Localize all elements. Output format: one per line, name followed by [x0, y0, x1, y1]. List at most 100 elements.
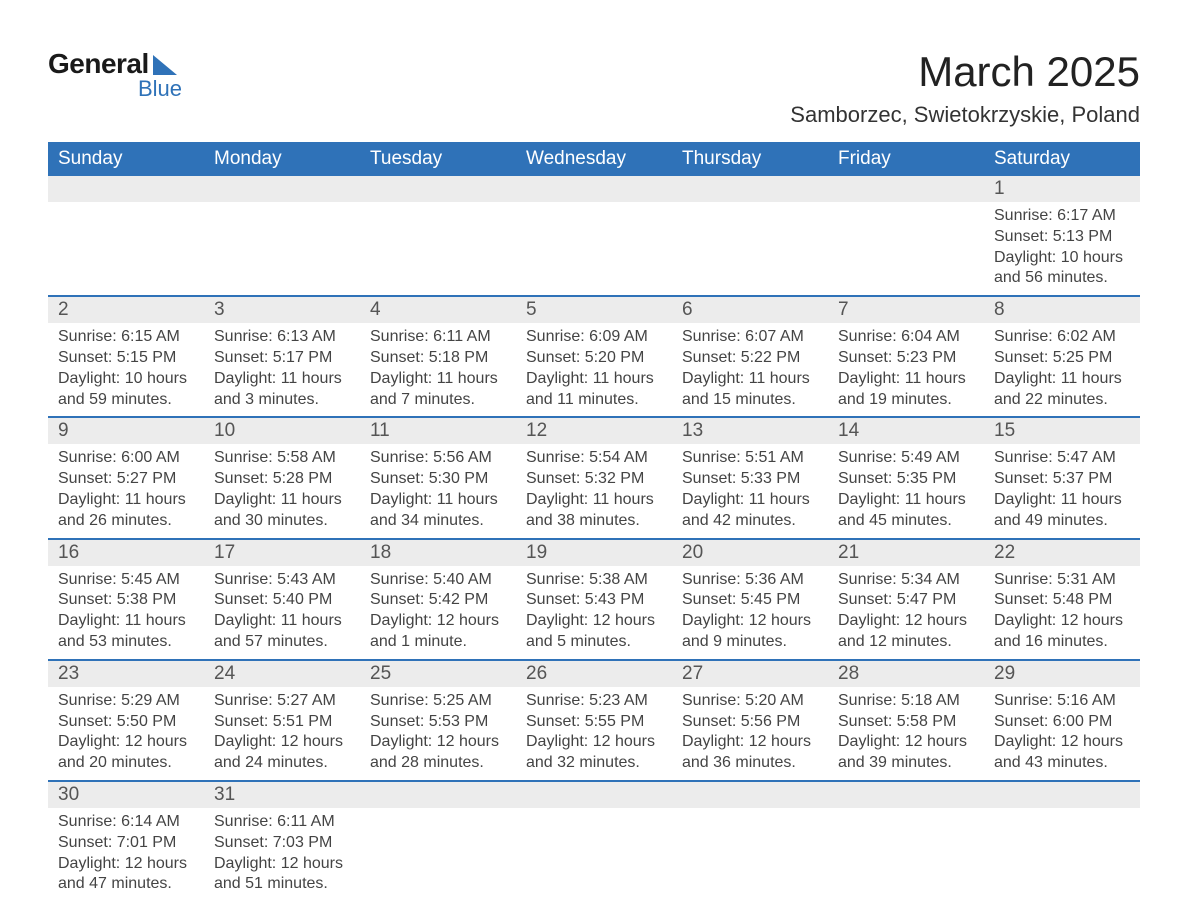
day-body-empty — [984, 808, 1140, 876]
day-body: Sunrise: 5:18 AMSunset: 5:58 PMDaylight:… — [828, 687, 984, 780]
day-body: Sunrise: 5:56 AMSunset: 5:30 PMDaylight:… — [360, 444, 516, 537]
calendar-day-cell: 22Sunrise: 5:31 AMSunset: 5:48 PMDayligh… — [984, 539, 1140, 660]
day-sunset: Sunset: 5:56 PM — [682, 712, 818, 733]
day-body: Sunrise: 6:00 AMSunset: 5:27 PMDaylight:… — [48, 444, 204, 537]
day-number: 27 — [672, 661, 828, 687]
day-number: 29 — [984, 661, 1140, 687]
calendar-body: 1Sunrise: 6:17 AMSunset: 5:13 PMDaylight… — [48, 176, 1140, 901]
day-number: 30 — [48, 782, 204, 808]
day-daylight2: and 7 minutes. — [370, 390, 506, 411]
day-number: 5 — [516, 297, 672, 323]
calendar-day-cell: 1Sunrise: 6:17 AMSunset: 5:13 PMDaylight… — [984, 176, 1140, 296]
day-daylight1: Daylight: 12 hours — [994, 611, 1130, 632]
weekday-header-row: Sunday Monday Tuesday Wednesday Thursday… — [48, 142, 1140, 176]
day-daylight2: and 38 minutes. — [526, 511, 662, 532]
day-daylight2: and 12 minutes. — [838, 632, 974, 653]
day-number: 9 — [48, 418, 204, 444]
day-daylight2: and 42 minutes. — [682, 511, 818, 532]
day-number: 4 — [360, 297, 516, 323]
header: General Blue March 2025 Samborzec, Swiet… — [48, 48, 1140, 128]
day-number-empty — [828, 176, 984, 202]
day-body-empty — [360, 202, 516, 270]
day-sunset: Sunset: 5:58 PM — [838, 712, 974, 733]
day-daylight1: Daylight: 12 hours — [526, 611, 662, 632]
day-number: 12 — [516, 418, 672, 444]
day-body: Sunrise: 5:40 AMSunset: 5:42 PMDaylight:… — [360, 566, 516, 659]
day-sunrise: Sunrise: 6:11 AM — [370, 327, 506, 348]
day-daylight2: and 49 minutes. — [994, 511, 1130, 532]
day-daylight2: and 26 minutes. — [58, 511, 194, 532]
day-body: Sunrise: 5:43 AMSunset: 5:40 PMDaylight:… — [204, 566, 360, 659]
calendar-week-row: 1Sunrise: 6:17 AMSunset: 5:13 PMDaylight… — [48, 176, 1140, 296]
day-sunset: Sunset: 5:51 PM — [214, 712, 350, 733]
calendar-day-cell — [828, 176, 984, 296]
day-number: 8 — [984, 297, 1140, 323]
day-number: 20 — [672, 540, 828, 566]
day-sunset: Sunset: 5:43 PM — [526, 590, 662, 611]
day-sunset: Sunset: 5:28 PM — [214, 469, 350, 490]
day-body-empty — [672, 202, 828, 270]
calendar-day-cell: 5Sunrise: 6:09 AMSunset: 5:20 PMDaylight… — [516, 296, 672, 417]
day-sunrise: Sunrise: 6:02 AM — [994, 327, 1130, 348]
day-sunset: Sunset: 5:38 PM — [58, 590, 194, 611]
calendar-day-cell: 30Sunrise: 6:14 AMSunset: 7:01 PMDayligh… — [48, 781, 204, 901]
logo-triangle-icon — [153, 55, 177, 75]
weekday-header: Wednesday — [516, 142, 672, 176]
day-body-empty — [204, 202, 360, 270]
day-daylight1: Daylight: 12 hours — [214, 854, 350, 875]
day-body: Sunrise: 6:14 AMSunset: 7:01 PMDaylight:… — [48, 808, 204, 901]
calendar-week-row: 2Sunrise: 6:15 AMSunset: 5:15 PMDaylight… — [48, 296, 1140, 417]
day-body: Sunrise: 5:45 AMSunset: 5:38 PMDaylight:… — [48, 566, 204, 659]
day-body: Sunrise: 5:47 AMSunset: 5:37 PMDaylight:… — [984, 444, 1140, 537]
day-body: Sunrise: 6:13 AMSunset: 5:17 PMDaylight:… — [204, 323, 360, 416]
calendar-day-cell: 11Sunrise: 5:56 AMSunset: 5:30 PMDayligh… — [360, 417, 516, 538]
day-daylight1: Daylight: 10 hours — [58, 369, 194, 390]
day-body: Sunrise: 6:11 AMSunset: 5:18 PMDaylight:… — [360, 323, 516, 416]
weekday-header: Friday — [828, 142, 984, 176]
day-daylight1: Daylight: 10 hours — [994, 248, 1130, 269]
day-number: 23 — [48, 661, 204, 687]
day-number: 6 — [672, 297, 828, 323]
day-sunset: Sunset: 5:33 PM — [682, 469, 818, 490]
day-sunrise: Sunrise: 5:23 AM — [526, 691, 662, 712]
day-daylight2: and 9 minutes. — [682, 632, 818, 653]
day-number: 21 — [828, 540, 984, 566]
day-sunrise: Sunrise: 5:56 AM — [370, 448, 506, 469]
day-daylight1: Daylight: 12 hours — [58, 854, 194, 875]
day-sunrise: Sunrise: 5:49 AM — [838, 448, 974, 469]
day-number: 10 — [204, 418, 360, 444]
day-number: 1 — [984, 176, 1140, 202]
day-number: 14 — [828, 418, 984, 444]
day-body: Sunrise: 5:29 AMSunset: 5:50 PMDaylight:… — [48, 687, 204, 780]
calendar-table: Sunday Monday Tuesday Wednesday Thursday… — [48, 142, 1140, 901]
day-sunrise: Sunrise: 6:15 AM — [58, 327, 194, 348]
calendar-week-row: 30Sunrise: 6:14 AMSunset: 7:01 PMDayligh… — [48, 781, 1140, 901]
day-number: 28 — [828, 661, 984, 687]
day-sunrise: Sunrise: 5:25 AM — [370, 691, 506, 712]
calendar-day-cell — [48, 176, 204, 296]
day-sunset: Sunset: 5:45 PM — [682, 590, 818, 611]
day-daylight1: Daylight: 11 hours — [214, 490, 350, 511]
day-number: 19 — [516, 540, 672, 566]
day-daylight2: and 28 minutes. — [370, 753, 506, 774]
day-daylight2: and 24 minutes. — [214, 753, 350, 774]
day-sunset: Sunset: 5:23 PM — [838, 348, 974, 369]
day-number: 24 — [204, 661, 360, 687]
day-number-empty — [672, 782, 828, 808]
day-number-empty — [516, 782, 672, 808]
day-sunset: Sunset: 5:55 PM — [526, 712, 662, 733]
day-body: Sunrise: 5:58 AMSunset: 5:28 PMDaylight:… — [204, 444, 360, 537]
day-daylight1: Daylight: 11 hours — [682, 369, 818, 390]
day-daylight1: Daylight: 11 hours — [994, 490, 1130, 511]
day-daylight2: and 5 minutes. — [526, 632, 662, 653]
day-sunset: Sunset: 5:17 PM — [214, 348, 350, 369]
day-body: Sunrise: 5:38 AMSunset: 5:43 PMDaylight:… — [516, 566, 672, 659]
calendar-day-cell — [360, 176, 516, 296]
day-sunset: Sunset: 5:37 PM — [994, 469, 1130, 490]
day-daylight2: and 30 minutes. — [214, 511, 350, 532]
calendar-day-cell: 9Sunrise: 6:00 AMSunset: 5:27 PMDaylight… — [48, 417, 204, 538]
day-number-empty — [360, 782, 516, 808]
logo: General Blue — [48, 48, 182, 102]
day-body: Sunrise: 5:49 AMSunset: 5:35 PMDaylight:… — [828, 444, 984, 537]
calendar-day-cell: 25Sunrise: 5:25 AMSunset: 5:53 PMDayligh… — [360, 660, 516, 781]
